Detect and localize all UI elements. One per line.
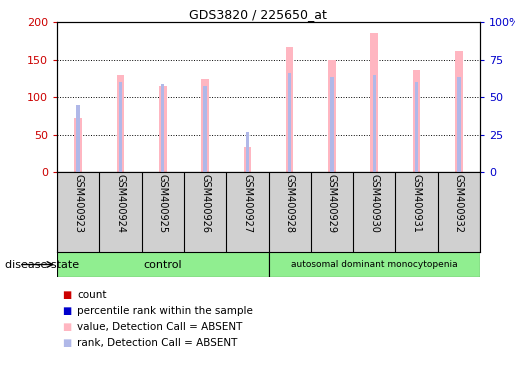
Text: GDS3820 / 225650_at: GDS3820 / 225650_at [188, 8, 327, 21]
Text: GSM400924: GSM400924 [115, 174, 126, 233]
Bar [57, 252, 268, 277]
Bar [116, 75, 124, 172]
Text: count: count [77, 290, 107, 300]
Bar [244, 147, 251, 172]
Bar [370, 33, 378, 172]
Text: control: control [144, 260, 182, 270]
Text: ■: ■ [62, 306, 71, 316]
Text: GSM400927: GSM400927 [243, 174, 252, 233]
Text: rank, Detection Call = ABSENT: rank, Detection Call = ABSENT [77, 338, 237, 348]
Bar [161, 83, 164, 172]
Text: GSM400926: GSM400926 [200, 174, 210, 233]
Text: ■: ■ [62, 322, 71, 332]
Bar [268, 252, 480, 277]
Bar [288, 73, 291, 172]
Text: GSM400931: GSM400931 [411, 174, 422, 233]
Text: GSM400923: GSM400923 [73, 174, 83, 233]
Text: GSM400932: GSM400932 [454, 174, 464, 233]
Bar [203, 86, 207, 172]
Bar [328, 60, 336, 172]
Text: ■: ■ [62, 290, 71, 300]
Text: disease state: disease state [5, 260, 79, 270]
Bar [74, 118, 82, 172]
Bar [457, 77, 460, 172]
Bar [455, 51, 462, 172]
Text: ■: ■ [62, 338, 71, 348]
Text: GSM400925: GSM400925 [158, 174, 168, 233]
Text: percentile rank within the sample: percentile rank within the sample [77, 306, 253, 316]
Bar [201, 79, 209, 172]
Bar [415, 82, 418, 172]
Bar [159, 86, 166, 172]
Bar [119, 82, 122, 172]
Text: GSM400928: GSM400928 [285, 174, 295, 233]
Text: value, Detection Call = ABSENT: value, Detection Call = ABSENT [77, 322, 243, 332]
Text: GSM400929: GSM400929 [327, 174, 337, 233]
Bar [413, 70, 420, 172]
Bar [246, 132, 249, 172]
Text: autosomal dominant monocytopenia: autosomal dominant monocytopenia [291, 260, 457, 269]
Bar [330, 77, 334, 172]
Text: GSM400930: GSM400930 [369, 174, 379, 233]
Bar [286, 47, 294, 172]
Bar [76, 104, 80, 172]
Bar [372, 74, 376, 172]
